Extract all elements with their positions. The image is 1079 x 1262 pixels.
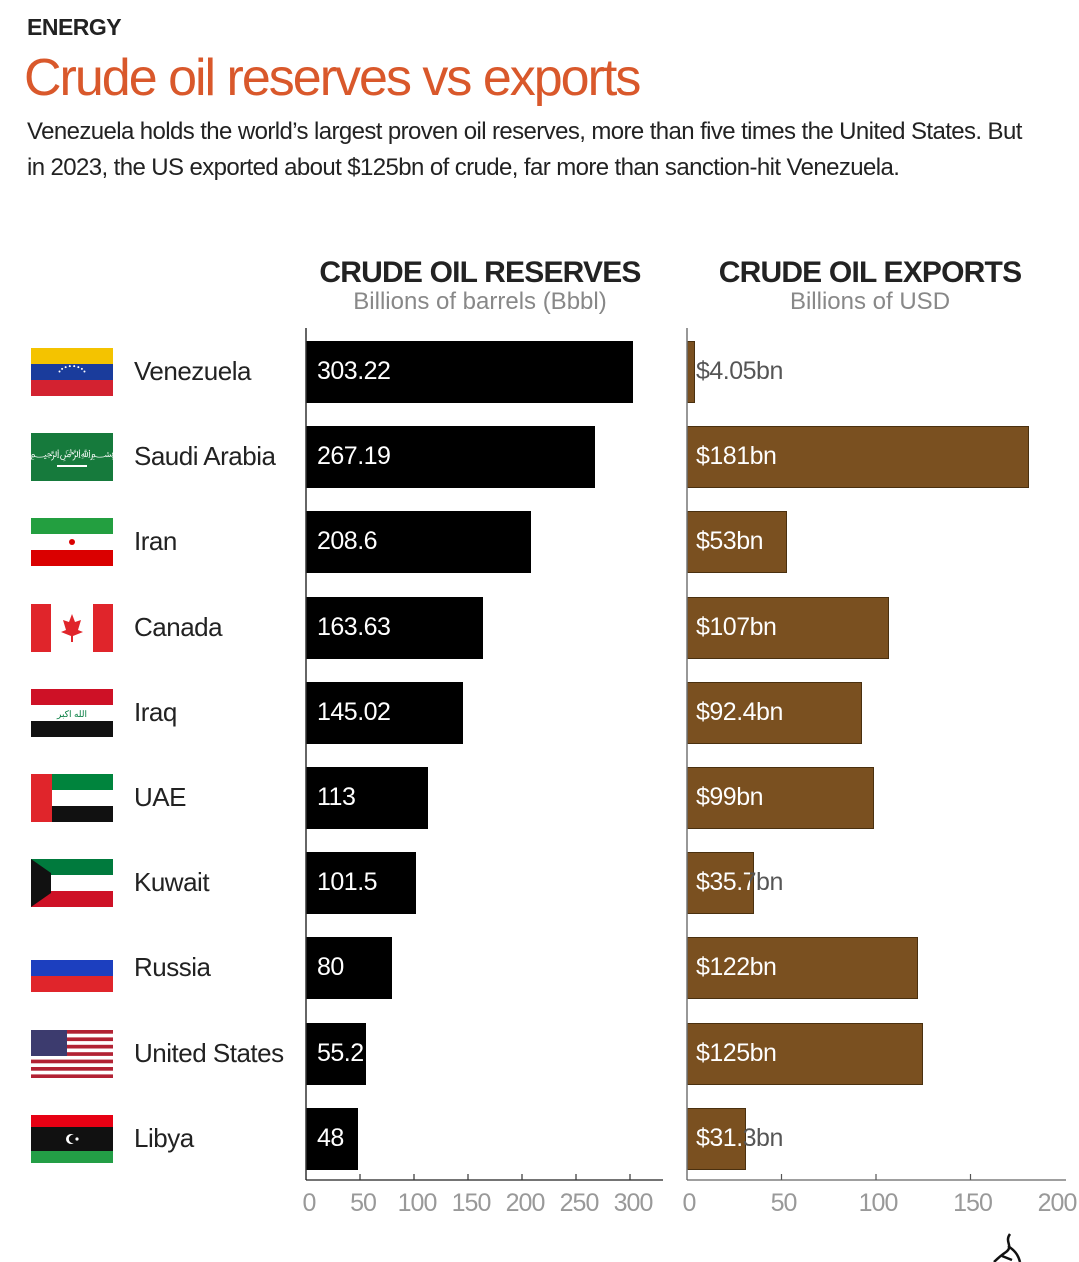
reserves-value-label: 145.02 [317, 697, 391, 726]
exports-value-label: $53bn [696, 527, 764, 556]
canada-flag-icon [31, 603, 113, 652]
reserves-bar [306, 511, 532, 574]
reserves-tick-label: 100 [397, 1189, 438, 1217]
exports-panel-title: CRUDE OIL EXPORTS [718, 256, 1022, 289]
reserves-panel-title: CRUDE OIL RESERVES [319, 256, 641, 289]
reserves-value-label: 267.19 [317, 442, 391, 471]
subtitle: Venezuela holds the world’s largest prov… [27, 118, 1022, 181]
al-jazeera-logo [993, 1233, 1022, 1262]
country-label: Canada [134, 611, 223, 642]
libya-flag-icon [31, 1114, 113, 1163]
reserves-value-label: 208.6 [317, 527, 378, 556]
exports-bar [687, 937, 918, 1000]
country-label: Iraq [134, 696, 177, 727]
reserves-tick-label: 0 [302, 1189, 317, 1217]
kicker: ENERGY [27, 14, 122, 40]
reserves-tick-label: 200 [505, 1189, 546, 1217]
reserves-bar [306, 426, 595, 489]
exports-value-label: $4.05bn [696, 357, 783, 385]
exports-value-label: $99bn [696, 783, 764, 811]
country-label: Russia [134, 952, 211, 983]
title: Crude oil reserves vs exports [24, 49, 641, 107]
exports-bar [687, 596, 890, 659]
reserves-value-label: 163.63 [317, 612, 391, 641]
reserves-value-label: 55.2 [317, 1038, 364, 1067]
exports-tick-label: 200 [1037, 1189, 1078, 1217]
reserves-tick-label: 150 [451, 1189, 492, 1217]
reserves-bar [306, 767, 429, 829]
exports-value-label: $125bn [696, 1038, 777, 1067]
reserves-bar [306, 852, 416, 915]
exports-tick-label: 50 [770, 1189, 798, 1217]
exports-bar [687, 341, 695, 403]
reserves-bar [306, 937, 393, 1000]
exports-bar [687, 681, 862, 744]
exports-panel-subtitle: Billions of USD [789, 288, 951, 315]
exports-bar [687, 767, 875, 829]
exports-bar [687, 511, 788, 574]
exports-value-label: $31.3bn [696, 1123, 783, 1152]
country-label: Libya [134, 1122, 194, 1153]
exports-value-label: $107bn [696, 612, 777, 641]
svg-text:﷽: ﷽ [31, 448, 113, 462]
uae-flag-icon [31, 774, 113, 822]
exports-value-label: $92.4bn [696, 697, 783, 726]
exports-bar [687, 1022, 924, 1085]
exports-bar [687, 426, 1030, 489]
exports-value-label: $122bn [696, 953, 777, 982]
exports-value-label: $181bn [696, 442, 777, 471]
exports-value-label: $35.7bn [696, 868, 783, 897]
iran-flag-icon [31, 518, 113, 567]
reserves-value-label: 303.22 [317, 357, 391, 385]
reserves-bar [306, 1107, 358, 1170]
reserves-tick-label: 50 [350, 1189, 377, 1217]
saudi-arabia-flag-icon: ﷽ [30, 433, 115, 482]
russia-flag-icon [31, 944, 113, 993]
reserves-value-label: 113 [317, 783, 356, 811]
exports-bar [687, 852, 755, 915]
reserves-value-label: 101.5 [317, 868, 378, 897]
exports-tick-label: 0 [682, 1189, 697, 1217]
exports-bar [687, 1107, 747, 1170]
reserves-bar [306, 1022, 366, 1085]
country-label: Kuwait [134, 867, 210, 898]
venezuela-flag-icon [31, 348, 113, 396]
reserves-tick-label: 300 [613, 1189, 654, 1217]
country-label: United States [134, 1037, 284, 1068]
country-label: Saudi Arabia [134, 441, 276, 472]
svg-text:الله اكبر: الله اكبر [56, 709, 87, 720]
iraq-flag-icon: الله اكبر [31, 688, 113, 737]
reserves-bar [306, 596, 483, 659]
reserves-bar [306, 681, 463, 744]
exports-tick-label: 100 [858, 1189, 899, 1217]
country-label: Venezuela [134, 356, 251, 386]
country-label: UAE [134, 782, 186, 812]
reserves-panel-subtitle: Billions of barrels (Bbbl) [353, 288, 607, 315]
country-label: Iran [134, 526, 177, 557]
reserves-value-label: 80 [317, 953, 344, 982]
kuwait-flag-icon [31, 859, 113, 908]
reserves-tick-label: 250 [559, 1189, 600, 1217]
reserves-value-label: 48 [317, 1123, 344, 1152]
united-states-flag-icon [31, 1029, 113, 1078]
reserves-bar [306, 341, 634, 403]
exports-tick-label: 150 [953, 1189, 993, 1217]
